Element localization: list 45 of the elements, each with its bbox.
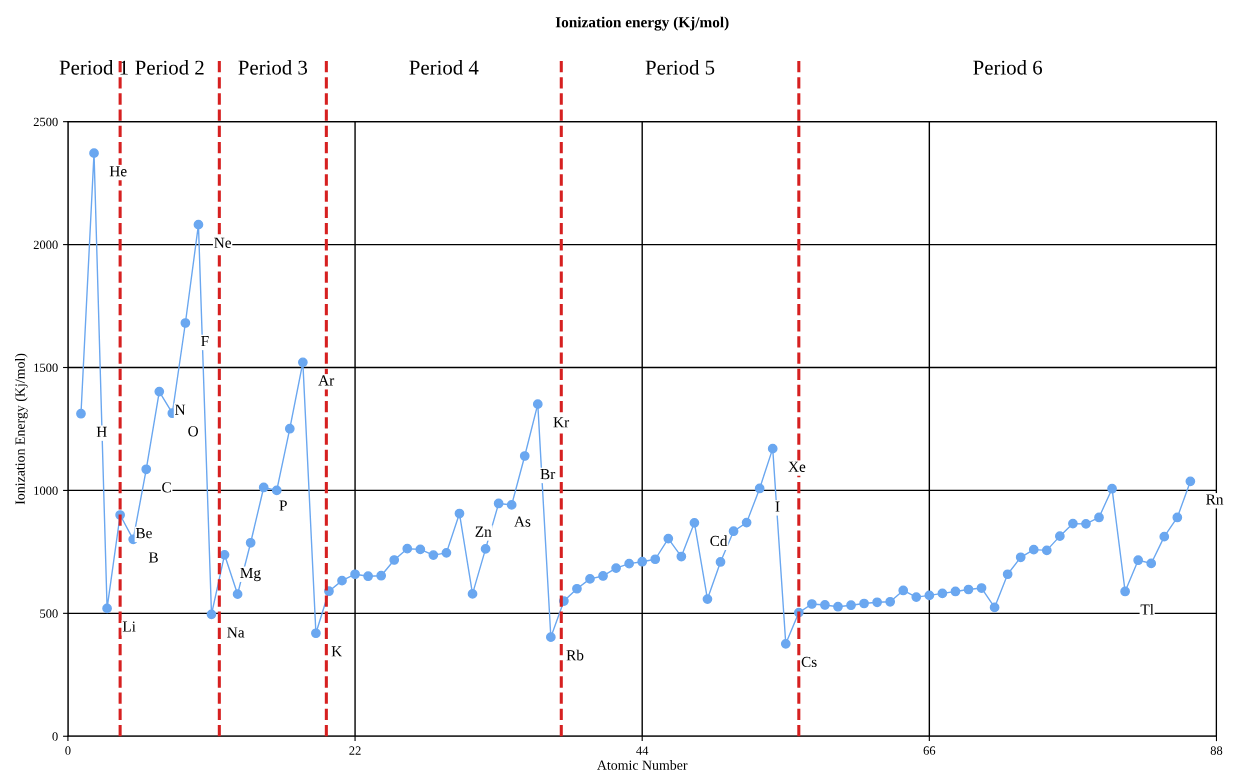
annotation: I (775, 501, 780, 512)
annotation: F (201, 336, 209, 347)
y-tick-label: 1500 (34, 363, 58, 372)
y-tick-label: 1000 (34, 486, 58, 495)
x-axis-title: Atomic Number (597, 760, 688, 770)
annotation: N (175, 404, 186, 415)
annotation: Rn (1206, 494, 1224, 505)
x-tick-label: 0 (65, 746, 71, 755)
annotation: Ar (318, 375, 335, 386)
y-tick-label: 0 (52, 732, 58, 741)
annotation: Be (135, 528, 152, 539)
chart-title: Ionization energy (Kj/mol) (555, 16, 729, 31)
y-axis-title: Ionization Energy (Kj/mol) (15, 353, 28, 505)
annotation: Zn (475, 526, 492, 537)
annotation: Kr (553, 417, 570, 428)
annotation: Ne (214, 237, 231, 248)
x-tick-label: 66 (923, 746, 936, 755)
annotation: He (109, 166, 127, 177)
x-tick-label: 22 (349, 746, 361, 755)
annotation: Mg (240, 567, 261, 582)
annotation: As (514, 516, 531, 527)
annotation: P (279, 500, 287, 511)
text: Period 2 (135, 59, 204, 75)
annotation: Br (540, 469, 556, 480)
y-tick-label: 2000 (33, 240, 58, 250)
text: Period 5 (645, 59, 715, 75)
annotation: O (188, 426, 199, 437)
annotation: H (96, 426, 107, 437)
annotation: B (148, 552, 158, 563)
annotation: C (162, 482, 171, 493)
annotation: Cd (710, 535, 728, 547)
x-tick-label: 44 (636, 746, 649, 755)
annotation: Cs (801, 656, 817, 668)
text: Period 3 (238, 59, 308, 75)
x-tick-label: 88 (1210, 746, 1223, 755)
y-tick-label: 500 (40, 609, 58, 618)
annotation: Na (227, 627, 245, 638)
annotation: K (331, 646, 343, 657)
annotation: Tl (1140, 603, 1154, 615)
annotation: Xe (788, 461, 806, 472)
annotation: Rb (566, 649, 584, 661)
text: Period 4 (409, 59, 479, 75)
text: Period 6 (973, 59, 1043, 75)
y-tick-label: 2500 (33, 117, 58, 127)
annotation: Li (122, 621, 136, 632)
